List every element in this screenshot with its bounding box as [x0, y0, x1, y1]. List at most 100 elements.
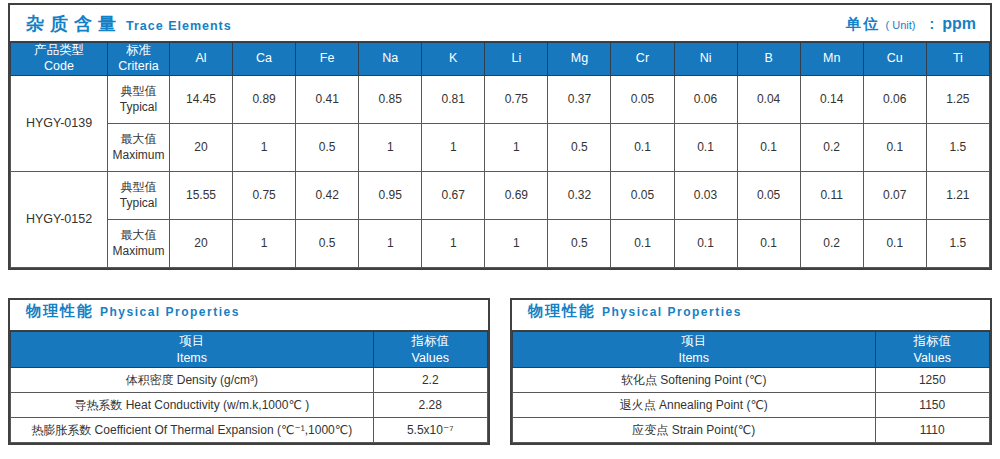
- trace-value-cell: 0.06: [863, 76, 926, 124]
- physical-property-row: 导热系数 Heat Conductivity (w/m.k,1000℃ )2.2…: [11, 393, 488, 418]
- trace-value-cell: 0.5: [296, 220, 359, 268]
- items-header-en: Items: [12, 350, 372, 366]
- trace-value-cell: 0.89: [233, 76, 296, 124]
- trace-value-cell: 0.69: [485, 172, 548, 220]
- criteria-cell: 典型值Typical: [108, 172, 170, 220]
- items-header-zh: 项目: [514, 333, 874, 349]
- trace-value-cell: 0.14: [800, 76, 863, 124]
- trace-value-cell: 0.11: [800, 172, 863, 220]
- trace-value-cell: 0.05: [611, 76, 674, 124]
- trace-value-cell: 0.1: [737, 220, 800, 268]
- product-code-cell: HYGY-0152: [11, 172, 108, 268]
- physical-title-bar: 物理性能 Physical Properties: [10, 300, 488, 331]
- column-header-mn: Mn: [800, 43, 863, 76]
- trace-value-cell: 0.95: [359, 172, 422, 220]
- trace-value-cell: 0.1: [737, 124, 800, 172]
- column-header-b: B: [737, 43, 800, 76]
- trace-value-cell: 1: [233, 124, 296, 172]
- trace-value-cell: 0.2: [800, 220, 863, 268]
- values-header-zh: 指标值: [877, 333, 988, 349]
- physical-properties-row: 物理性能 Physical Properties 项目 Items 指标值 Va…: [8, 298, 992, 445]
- trace-value-cell: 1: [359, 220, 422, 268]
- datasheet-page: 杂质含量 Trace Elements 单位 ( Unit) : ppm 产品类…: [0, 0, 1000, 445]
- physical-property-row: 体积密度 Density (g/cm³)2.2: [11, 368, 488, 393]
- product-code-cell: HYGY-0139: [11, 76, 108, 172]
- physical-property-row: 退火点 Annealing Point (℃)1150: [513, 393, 990, 418]
- physical-properties-body: 软化点 Softening Point (℃)1250退火点 Annealing…: [513, 368, 990, 443]
- trace-value-cell: 0.5: [548, 220, 611, 268]
- trace-value-cell: 0.32: [548, 172, 611, 220]
- column-header-ti: Ti: [926, 43, 989, 76]
- trace-value-cell: 0.41: [296, 76, 359, 124]
- trace-value-cell: 1: [422, 124, 485, 172]
- property-value-cell: 1150: [875, 393, 989, 418]
- physical-properties-body: 体积密度 Density (g/cm³)2.2导热系数 Heat Conduct…: [11, 368, 488, 443]
- unit-label: 单位 ( Unit) : ppm: [846, 15, 976, 34]
- property-item-cell: 应变点 Strain Point(℃): [513, 418, 876, 443]
- trace-value-cell: 1: [485, 124, 548, 172]
- property-value-cell: 1110: [875, 418, 989, 443]
- values-header-en: Values: [877, 350, 988, 366]
- trace-value-cell: 20: [170, 124, 233, 172]
- trace-value-cell: 0.5: [548, 124, 611, 172]
- trace-value-cell: 0.1: [611, 220, 674, 268]
- items-header-en: Items: [514, 350, 874, 366]
- column-header-li: Li: [485, 43, 548, 76]
- trace-value-cell: 0.75: [485, 76, 548, 124]
- column-header-na: Na: [359, 43, 422, 76]
- property-item-cell: 导热系数 Heat Conductivity (w/m.k,1000℃ ): [11, 393, 374, 418]
- trace-value-cell: 0.07: [863, 172, 926, 220]
- trace-value-cell: 0.37: [548, 76, 611, 124]
- physical-title-en: Physical Properties: [100, 305, 240, 319]
- values-column-header: 指标值 Values: [875, 332, 989, 368]
- trace-value-cell: 0.85: [359, 76, 422, 124]
- unit-label-zh: 单位: [846, 15, 882, 34]
- items-column-header: 项目 Items: [11, 332, 374, 368]
- trace-value-cell: 0.75: [233, 172, 296, 220]
- trace-value-cell: 0.03: [674, 172, 737, 220]
- physical-properties-table: 项目 Items 指标值 Values 体积密度 Density (g/cm³)…: [10, 331, 488, 443]
- trace-data-row: 最大值Maximum2010.51110.50.10.10.10.20.11.5: [11, 124, 990, 172]
- trace-header-row: 产品类型Code标准CriteriaAlCaFeNaKLiMgCrNiBMnCu…: [11, 43, 990, 76]
- trace-value-cell: 0.5: [296, 124, 359, 172]
- trace-value-cell: 0.1: [611, 124, 674, 172]
- trace-section-title: 杂质含量 Trace Elements: [26, 12, 232, 36]
- trace-elements-table: 产品类型Code标准CriteriaAlCaFeNaKLiMgCrNiBMnCu…: [10, 42, 990, 268]
- trace-value-cell: 0.05: [611, 172, 674, 220]
- physical-title-zh: 物理性能: [528, 302, 596, 321]
- physical-properties-section-right: 物理性能 Physical Properties 项目 Items 指标值 Va…: [510, 298, 992, 445]
- physical-property-row: 应变点 Strain Point(℃)1110: [513, 418, 990, 443]
- property-value-cell: 1250: [875, 368, 989, 393]
- physical-property-row: 热膨胀系数 Coefficient Of Thermal Expansion (…: [11, 418, 488, 443]
- trace-data-row: HYGY-0139典型值Typical14.450.890.410.850.81…: [11, 76, 990, 124]
- column-header-ni: Ni: [674, 43, 737, 76]
- trace-value-cell: 0.1: [674, 220, 737, 268]
- trace-value-cell: 0.06: [674, 76, 737, 124]
- column-header-al: Al: [170, 43, 233, 76]
- physical-header-row: 项目 Items 指标值 Values: [11, 332, 488, 368]
- trace-title-en: Trace Elements: [126, 19, 232, 33]
- trace-value-cell: 0.1: [674, 124, 737, 172]
- trace-elements-section: 杂质含量 Trace Elements 单位 ( Unit) : ppm 产品类…: [8, 3, 992, 270]
- trace-data-row: HYGY-0152典型值Typical15.550.750.420.950.67…: [11, 172, 990, 220]
- trace-value-cell: 0.1: [863, 124, 926, 172]
- physical-title-en: Physical Properties: [602, 305, 742, 319]
- physical-properties-table: 项目 Items 指标值 Values 软化点 Softening Point …: [512, 331, 990, 443]
- trace-table-body: HYGY-0139典型值Typical14.450.890.410.850.81…: [11, 76, 990, 268]
- criteria-cell: 最大值Maximum: [108, 124, 170, 172]
- physical-properties-section-left: 物理性能 Physical Properties 项目 Items 指标值 Va…: [8, 298, 490, 445]
- items-header-zh: 项目: [12, 333, 372, 349]
- values-header-en: Values: [375, 350, 486, 366]
- column-header-code: 产品类型Code: [11, 43, 108, 76]
- column-header-cr: Cr: [611, 43, 674, 76]
- values-header-zh: 指标值: [375, 333, 486, 349]
- trace-value-cell: 1: [233, 220, 296, 268]
- trace-title-zh: 杂质含量: [26, 12, 122, 36]
- column-header-cu: Cu: [863, 43, 926, 76]
- physical-header-row: 项目 Items 指标值 Values: [513, 332, 990, 368]
- trace-value-cell: 1.25: [926, 76, 989, 124]
- column-header-k: K: [422, 43, 485, 76]
- trace-value-cell: 14.45: [170, 76, 233, 124]
- trace-value-cell: 0.1: [863, 220, 926, 268]
- trace-value-cell: 0.04: [737, 76, 800, 124]
